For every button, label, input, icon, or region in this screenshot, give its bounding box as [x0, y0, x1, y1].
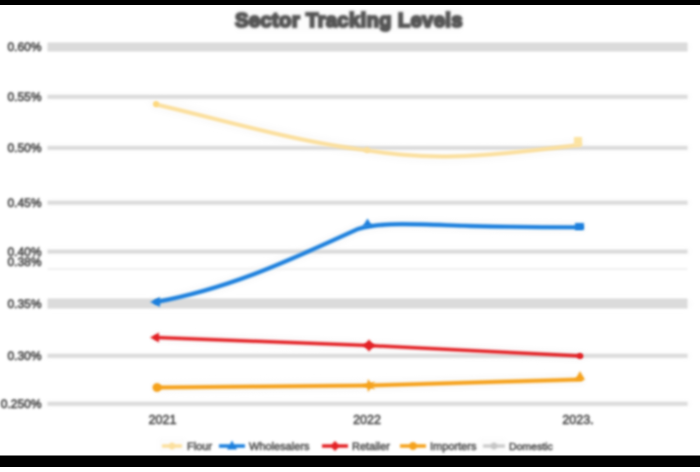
- svg-text:0.40%: 0.40%: [7, 245, 41, 259]
- svg-text:0.250%: 0.250%: [1, 397, 42, 411]
- svg-text:0.55%: 0.55%: [7, 90, 41, 104]
- svg-text:Flour: Flour: [187, 441, 212, 453]
- svg-text:Sector Tracking Levels: Sector Tracking Levels: [235, 10, 463, 32]
- svg-text:0.50%: 0.50%: [7, 141, 41, 155]
- svg-text:Retailer: Retailer: [352, 441, 390, 453]
- svg-text:Domestic: Domestic: [509, 441, 553, 453]
- svg-text:0.45%: 0.45%: [7, 196, 41, 210]
- svg-text:2023.: 2023.: [562, 413, 593, 427]
- svg-text:0.60%: 0.60%: [7, 40, 41, 54]
- svg-text:2021: 2021: [149, 413, 177, 427]
- svg-text:0.35%: 0.35%: [7, 297, 41, 311]
- svg-text:2022: 2022: [353, 413, 381, 427]
- svg-text:0.38%: 0.38%: [7, 255, 41, 269]
- svg-text:Importers: Importers: [430, 441, 477, 453]
- svg-text:0.30%: 0.30%: [7, 349, 41, 363]
- svg-text:Wholesalers: Wholesalers: [249, 441, 310, 453]
